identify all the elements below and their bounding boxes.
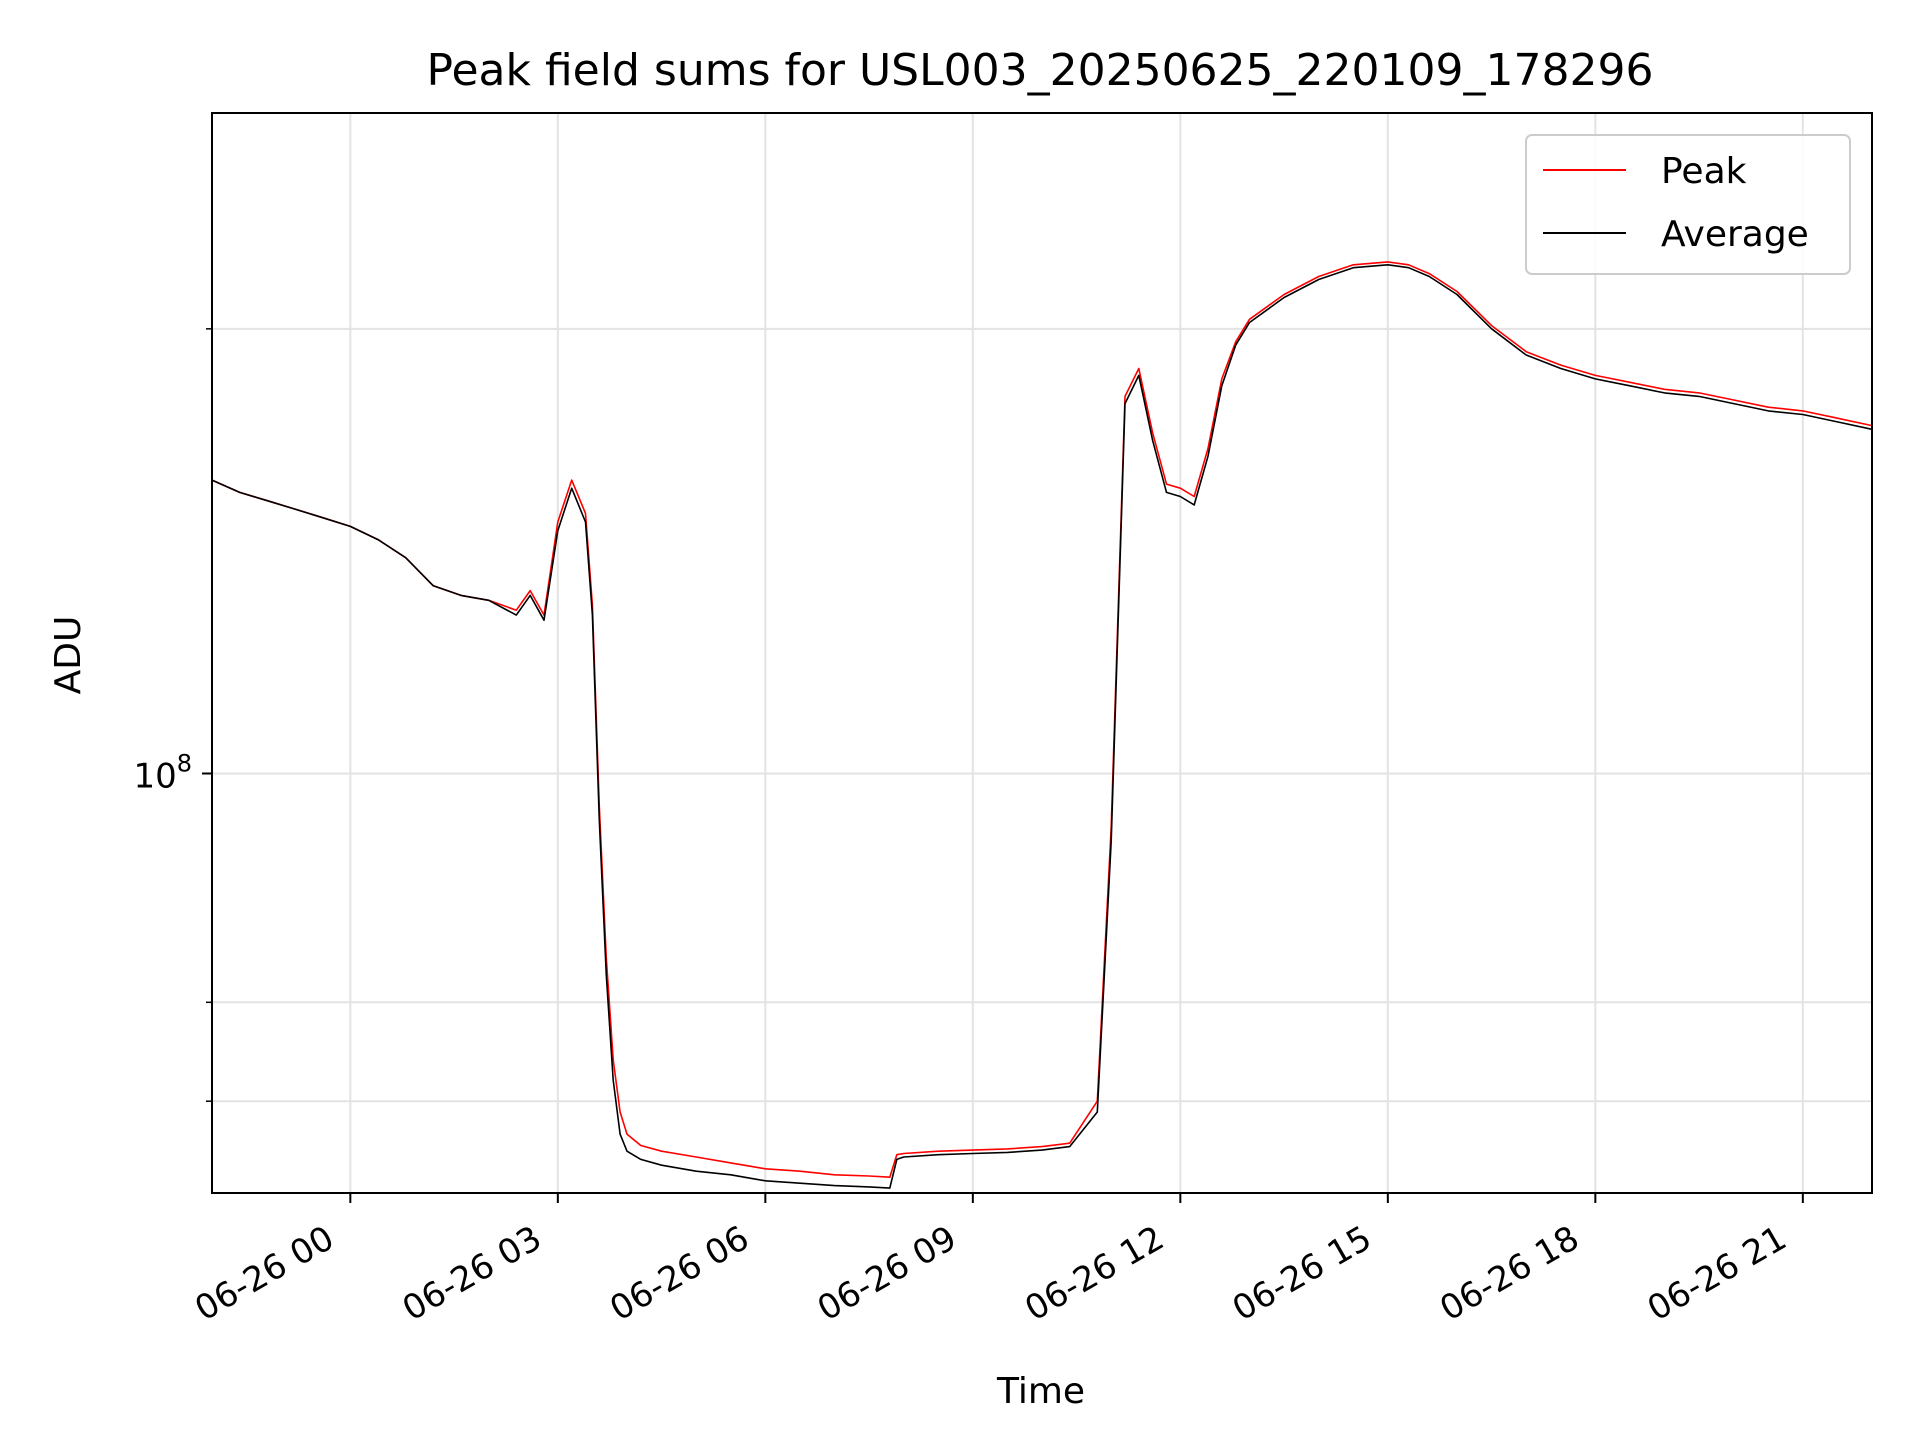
y-axis: 108 [133,328,212,1102]
legend: Peak Average [1525,134,1851,275]
series-layer [211,261,1873,1189]
series-line-peak [211,261,1873,1178]
chart-title: Peak field sums for USL003_20250625_2201… [427,45,1654,96]
y-tick-label: 108 [133,750,192,797]
y-axis-label: ADU [48,616,89,695]
legend-average-label: Average [1661,214,1809,255]
x-axis-label: Time [996,1371,1085,1412]
plot-frame [211,112,1873,1194]
grid [212,113,1872,1193]
series-line-average [211,263,1873,1189]
legend-peak-label: Peak [1661,151,1747,192]
